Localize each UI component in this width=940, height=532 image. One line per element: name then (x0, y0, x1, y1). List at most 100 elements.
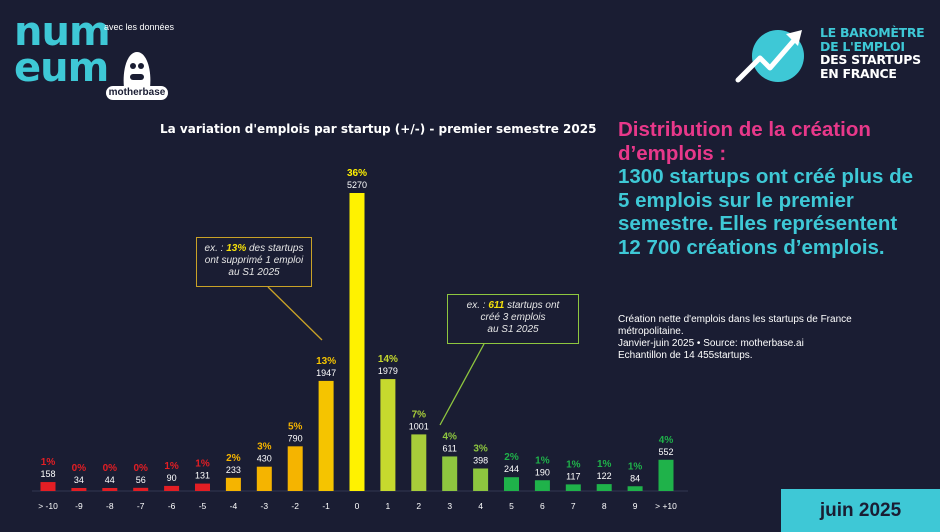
x-tick-label-6: 6 (540, 501, 545, 511)
x-tick-label-2: 2 (416, 501, 421, 511)
bar-4 (473, 468, 489, 491)
value-label-3: 611 (443, 443, 457, 453)
callout1-highlight: 13% (226, 243, 247, 254)
note-line1: Création nette d'emplois dans les startu… (618, 314, 852, 337)
percent-label--7: 0% (133, 463, 148, 474)
avec-les-donnees: avec les données (104, 22, 175, 32)
percent-label-1: 14% (378, 354, 398, 365)
percent-label-7: 1% (566, 459, 581, 470)
callout2-text2: créé 3 emplois (480, 312, 546, 323)
callout2-text3: au S1 2025 (487, 324, 539, 335)
barometre-line2: DE L'EMPLOI (820, 38, 905, 54)
bar--5 (195, 483, 210, 491)
bar--3 (256, 466, 272, 491)
callout1-prefix: ex. : (204, 243, 227, 254)
x-tick-label-0: 0 (355, 501, 360, 511)
percent-label-0: 36% (347, 168, 367, 179)
callout2-prefix: ex. : (466, 300, 489, 311)
bar--7 (133, 487, 149, 491)
percent-label--1: 13% (316, 356, 336, 367)
bar--4 (225, 477, 241, 491)
barometre-line4: EN FRANCE (820, 65, 897, 81)
headline: Distribution de la création d’emplois : … (618, 118, 918, 259)
x-tick-label--8: -8 (106, 501, 114, 511)
x-tick-label-4: 4 (478, 501, 483, 511)
barometre-chart-icon (735, 30, 804, 83)
value-label-6: 190 (535, 467, 550, 477)
percent-label-9: 1% (628, 461, 643, 472)
bar--6 (164, 485, 180, 491)
bar-3 (442, 456, 458, 491)
x-tick-label--7: -7 (137, 501, 145, 511)
percent-label--4: 2% (226, 453, 241, 464)
value-label-8: 122 (597, 471, 612, 481)
percent-label--3: 3% (257, 442, 272, 453)
callout1-text2: ont supprimé 1 emploi (204, 255, 304, 266)
motherbase-mascot-icon (123, 52, 151, 88)
value-label-9: 84 (630, 473, 640, 483)
barometre-title: LE BAROMÈTRE DE L'EMPLOI DES STARTUPS EN… (820, 26, 925, 81)
percent-label-3: 4% (442, 431, 457, 442)
x-tick-label--3: -3 (261, 501, 269, 511)
callout-creation: ex. : 611 startups ont créé 3 emplois au… (447, 294, 579, 344)
x-tick-label-5: 5 (509, 501, 514, 511)
percent-label-5: 2% (504, 452, 519, 463)
bar-8 (596, 484, 612, 491)
bar-2 (411, 434, 427, 491)
value-label--9: 34 (74, 475, 84, 485)
percent-label-8: 1% (597, 459, 612, 470)
headline-teal: 1300 startups ont créé plus de 5 emplois… (618, 165, 914, 259)
value-label-0: 5270 (347, 180, 367, 190)
callout-suppression: ex. : 13% des startups ont supprimé 1 em… (196, 237, 312, 287)
bar--8 (102, 488, 118, 491)
source-note: Création nette d'emplois dans les startu… (618, 314, 918, 362)
value-label-5: 244 (504, 464, 519, 474)
callout1-text3: au S1 2025 (228, 267, 280, 278)
value-label--1: 1947 (316, 368, 336, 378)
numeum-logo: num eum (14, 9, 111, 88)
headline-pink: Distribution de la création d’emplois : (618, 118, 871, 165)
value-label-1: 1979 (378, 366, 398, 376)
bar-5 (504, 477, 519, 491)
percent-label--5: 1% (195, 459, 210, 470)
percent-label-2: 7% (412, 409, 427, 420)
x-tick-label--6: -6 (168, 501, 176, 511)
note-line2: Janvier-juin 2025 • Source: motherbase.a… (618, 338, 804, 349)
bar-1 (380, 379, 396, 491)
callout2-highlight: 611 (488, 300, 505, 311)
x-tick-label-> +10: > +10 (655, 501, 677, 511)
value-label--8: 44 (105, 475, 115, 485)
bar-> -10 (40, 482, 56, 491)
value-label--5: 131 (195, 471, 210, 481)
bar--1 (318, 380, 334, 491)
value-label--7: 56 (136, 475, 146, 485)
x-tick-label-1: 1 (386, 501, 391, 511)
callout2-leader (439, 343, 485, 426)
x-tick-label-9: 9 (633, 501, 638, 511)
numeum-logo-line1: num (14, 9, 111, 55)
bar--9 (71, 488, 87, 491)
value-label-7: 117 (566, 471, 580, 481)
x-tick-label-3: 3 (447, 501, 452, 511)
bar-7 (565, 484, 581, 491)
value-label--2: 790 (288, 433, 303, 443)
percent-label--9: 0% (72, 463, 87, 474)
value-label--4: 233 (226, 465, 241, 475)
date-badge: juin 2025 (781, 489, 940, 532)
barometre-line3: DES STARTUPS (820, 52, 921, 67)
value-label--6: 90 (167, 473, 177, 483)
bar-0 (349, 193, 365, 491)
value-label-> -10: 158 (40, 469, 55, 479)
x-tick-label--2: -2 (291, 501, 299, 511)
percent-label-> +10: 4% (659, 435, 674, 446)
x-tick-label-> -10: > -10 (38, 501, 58, 511)
percent-label-> -10: 1% (41, 457, 56, 468)
note-line3: Echantillon de 14 455startups. (618, 350, 753, 361)
value-label-2: 1001 (409, 421, 429, 431)
chart-title: La variation d'emplois par startup (+/-)… (160, 122, 597, 136)
callout1-text1: des startups (246, 243, 304, 254)
bar-6 (534, 480, 550, 491)
x-tick-label--5: -5 (199, 501, 207, 511)
value-label--3: 430 (257, 454, 272, 464)
